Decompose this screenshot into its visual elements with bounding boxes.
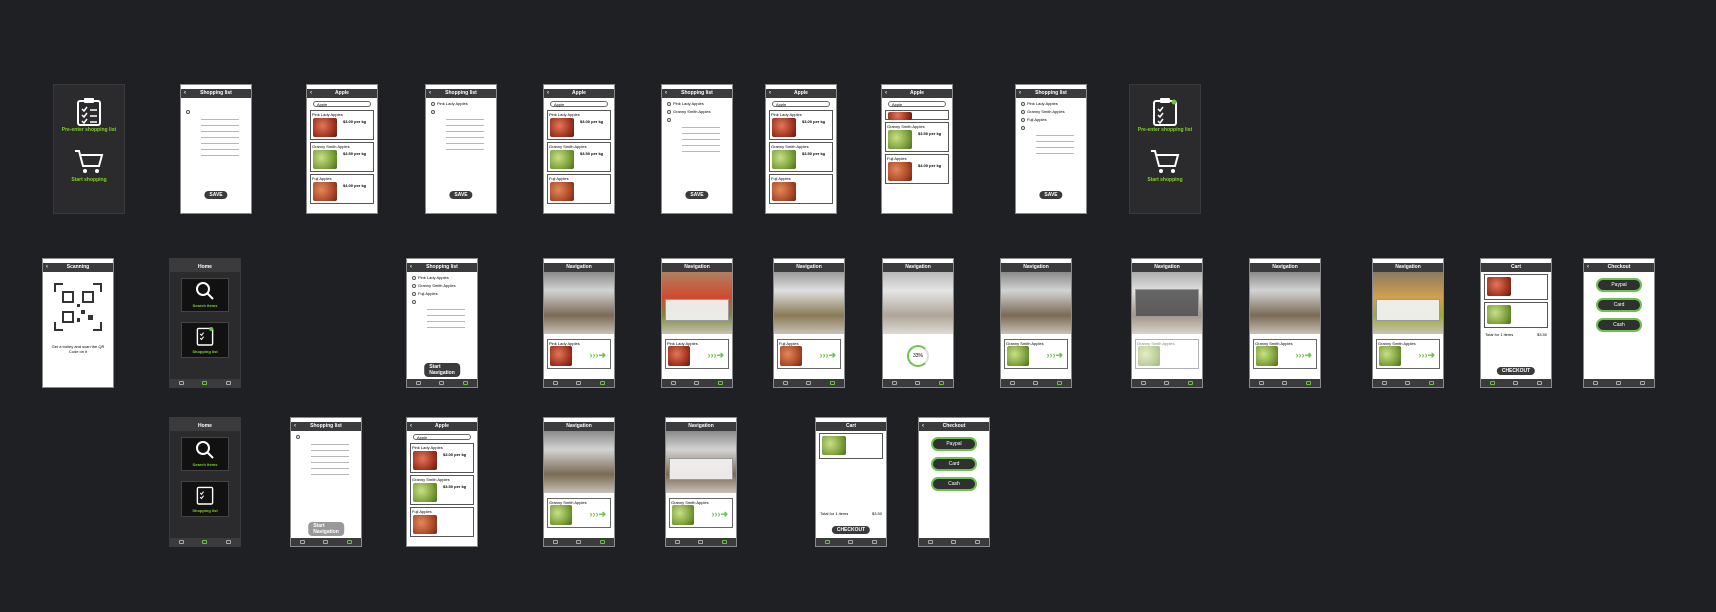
product-card[interactable]: Granny Smith Apples $3.50 per kg xyxy=(310,142,374,172)
clipboard-icon xyxy=(185,482,225,508)
cart-screen-1: Cart Total for 1 items $3.50 CHECKOUT xyxy=(1480,258,1552,388)
search-input[interactable]: Apple xyxy=(313,101,371,107)
navigation-9: Navigation Granny Smith Apples ›››➜ xyxy=(665,417,737,547)
cash-button[interactable]: Cash xyxy=(1596,318,1642,332)
save-button[interactable]: SAVE xyxy=(685,191,709,199)
search-tile[interactable]: Search items xyxy=(181,278,229,312)
clipboard-icon xyxy=(185,323,225,349)
shopping-list-empty-2: ‹ Shopping list Start Navigation xyxy=(290,417,362,547)
screen-title: Shopping list xyxy=(200,90,232,96)
start-shopping-label[interactable]: Start shopping xyxy=(1147,177,1183,183)
scanning-screen: ‹ Scanning Get a trolley and scan the QR … xyxy=(42,258,114,388)
pre-enter-label[interactable]: Pre-enter shopping list xyxy=(61,127,117,133)
cart-screen-2: Cart Total for 1 items $3.50 CHECKOUT xyxy=(815,417,887,547)
navigation-6: Navigation Granny Smith Apples ›››➜ xyxy=(1249,258,1321,388)
cart-icon[interactable] xyxy=(1145,147,1185,177)
navigation-loading: Navigation 33% xyxy=(882,258,954,388)
apple-search-scrolled: ‹ Apple Apple Granny Smith Apples $3.50 pe… xyxy=(881,84,953,214)
home-screen-2: Home Search items Shopping list xyxy=(169,417,241,547)
navigation-1: Navigation Pink Lady Apples ›››➜ xyxy=(543,258,615,388)
navigation-3: Navigation Fuji Apples ›››➜ xyxy=(773,258,845,388)
progress-ring: 33% xyxy=(907,345,929,367)
start-navigation-button[interactable]: Start Navigation xyxy=(308,522,344,536)
product-card[interactable]: Fuji Apples $4.00 per kg xyxy=(310,174,374,204)
shopping-list-tile[interactable]: Shopping list xyxy=(181,322,229,358)
shopping-list-2: ‹ Shopping list Pink Lady Apples Granny S… xyxy=(661,84,733,214)
search-icon xyxy=(185,279,225,303)
checkout-screen-1: ‹ Checkout Paypal Card Cash xyxy=(1583,258,1655,388)
paypal-button[interactable]: Paypal xyxy=(931,437,977,451)
checkout-button[interactable]: CHECKOUT xyxy=(831,526,871,534)
search-icon xyxy=(185,438,225,462)
navigation-7: Navigation Granny Smith Apples ›››➜ xyxy=(1372,258,1444,388)
clipboard-icon[interactable] xyxy=(69,97,109,127)
shopping-list-1: ‹ Shopping list Pink Lady Apples SAVE xyxy=(425,84,497,214)
save-button[interactable]: SAVE xyxy=(449,191,473,199)
cart-icon[interactable] xyxy=(69,147,109,177)
navigation-2: Navigation Pink Lady Apples ›››➜ xyxy=(661,258,733,388)
back-icon[interactable]: ‹ xyxy=(184,90,186,96)
apple-search-screen-2: ‹ Apple Apple Pink Lady Apples $3.00 per k… xyxy=(543,84,615,214)
qr-code-icon xyxy=(53,282,103,332)
nav-product-card: Pink Lady Apples ›››➜ xyxy=(547,339,611,369)
save-button[interactable]: SAVE xyxy=(204,191,228,199)
apple-search-screen-3: ‹ Apple Apple Pink Lady Apples $3.00 per k… xyxy=(765,84,837,214)
shopping-list-start-nav: ‹ Shopping list Pink Lady Apples Granny S… xyxy=(406,258,478,388)
card-button[interactable]: Card xyxy=(1596,298,1642,312)
paypal-button[interactable]: Paypal xyxy=(1596,278,1642,292)
card-button[interactable]: Card xyxy=(931,457,977,471)
navigation-4: Navigation Granny Smith Apples ›››➜ xyxy=(1000,258,1072,388)
start-shopping-label[interactable]: Start shopping xyxy=(71,177,107,183)
welcome-screen-2: Pre-enter shopping list Start shopping xyxy=(1129,84,1201,214)
apple-search-screen-4: ‹ Apple Apple Pink Lady Apples $3.00 per k… xyxy=(406,417,478,547)
welcome-screen: Pre-enter shopping list Start shopping xyxy=(53,84,125,214)
shopping-list-tile[interactable]: Shopping list xyxy=(181,481,229,517)
alternative-dialog xyxy=(1135,289,1199,317)
shopping-list-3: ‹ Shopping list Pink Lady Apples Granny S… xyxy=(1015,84,1087,214)
home-screen: Home Search items Shopping list xyxy=(169,258,241,388)
pre-enter-label[interactable]: Pre-enter shopping list xyxy=(1137,127,1193,133)
navigation-8: Navigation Granny Smith Apples ›››➜ xyxy=(543,417,615,547)
clipboard-icon[interactable] xyxy=(1145,97,1185,127)
product-card[interactable]: Pink Lady Apples $3.00 per kg xyxy=(310,110,374,140)
save-button[interactable]: SAVE xyxy=(1039,191,1063,199)
arrival-dialog xyxy=(665,299,729,321)
scan-hint: Get a trolley and scan the QR Code on it xyxy=(51,344,105,354)
start-navigation-button[interactable]: Start Navigation xyxy=(424,363,460,377)
search-tile[interactable]: Search items xyxy=(181,437,229,471)
shopping-list-empty: ‹ Shopping list SAVE xyxy=(180,84,252,214)
checkout-screen-2: ‹ Checkout Paypal Card Cash xyxy=(918,417,990,547)
navigation-5: Navigation Granny Smith Apples xyxy=(1131,258,1203,388)
cash-button[interactable]: Cash xyxy=(931,477,977,491)
checkout-button[interactable]: CHECKOUT xyxy=(1496,367,1536,375)
apple-search-screen: ‹ Apple Apple Pink Lady Apples $3.00 per k… xyxy=(306,84,378,214)
